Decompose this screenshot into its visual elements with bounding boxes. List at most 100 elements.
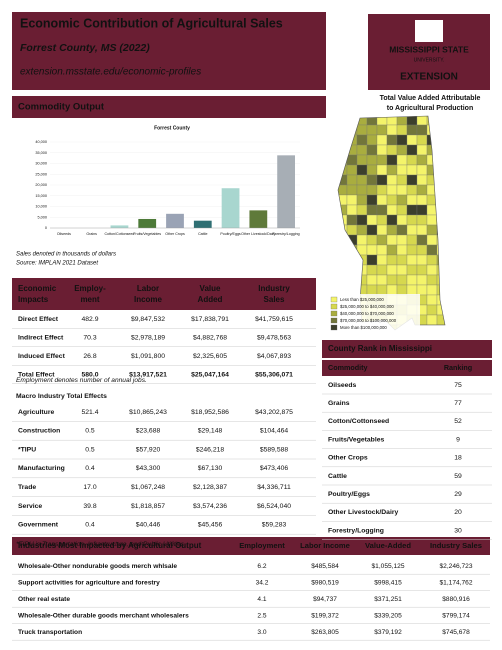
table-cell: Trade [18,484,36,491]
table-cell: $473,406 [260,465,289,472]
legend-label: $25,000,000 to $40,000,000 [340,304,394,309]
county [366,134,378,146]
county [356,124,368,136]
table-cell: $18,952,586 [191,409,229,416]
table-cell: $43,202,875 [255,409,293,416]
column-header: Labor Income [300,541,350,550]
x-tick-label: Oilseeds [57,232,71,236]
county [356,184,368,196]
county [386,214,398,226]
county [426,304,438,316]
county [376,284,388,296]
table-cell: Induced Effect [18,353,66,360]
x-tick-label: Other Crops [165,232,185,236]
x-tick-label: Cattle [198,232,207,236]
table-cell: 6.2 [257,563,266,570]
table-cell: $4,336,711 [257,484,291,491]
y-tick-label: 35,000 [35,151,47,155]
county [416,214,428,226]
county [376,144,388,156]
table-cell: 52 [454,418,462,425]
table-cell: $199,372 [311,612,339,619]
table-cell: $9,478,563 [257,334,291,341]
county [366,234,378,246]
county [406,234,418,246]
county [416,284,428,296]
county [386,184,398,196]
table-cell: 77 [454,400,462,407]
table-cell: $371,251 [374,596,402,603]
county [346,154,358,166]
county [406,134,418,146]
table-cell: 34.2 [256,579,269,586]
table-cell: Forestry/Logging [328,527,384,534]
county [376,224,388,236]
county [406,154,418,166]
county [366,284,378,296]
county [396,134,408,146]
table-cell: Other Livestock/Dairy [328,509,398,516]
table-cell: $13,917,521 [129,371,167,378]
county [416,244,428,256]
legend-swatch [330,296,338,303]
county [396,244,408,256]
county [396,184,408,196]
table-cell: 521.4 [81,409,98,416]
table-cell: 0.4 [85,522,95,529]
county [356,164,368,176]
note: Sales denoted in thousands of dollars [16,252,116,258]
note: Source: IMPLAN 2021 Dataset [16,261,98,267]
column-header: Value-Added [365,541,411,550]
county [376,214,388,226]
county [376,264,388,276]
bar [221,188,240,228]
county [416,224,428,236]
chart-title: Forrest County [154,125,190,131]
note: Employment denotes number of annual jobs… [16,377,147,384]
table-cell: $2,128,387 [193,484,227,491]
county [376,254,388,266]
y-tick-label: 30,000 [35,162,47,166]
county [366,184,378,196]
table-cell: 70.3 [83,334,96,341]
table-cell: Other real estate [18,596,70,603]
column-header: Employment [239,541,285,550]
table-cell: 18 [454,455,462,462]
table-cell: $6,524,040 [257,503,291,510]
county [356,144,368,156]
county [406,164,418,176]
column-header: Income [134,295,163,304]
county [396,124,408,136]
rank-header [322,340,492,358]
table-cell: $41,759,615 [255,316,293,323]
logo-mark [415,20,443,42]
table-cell: Cotton/Cottonseed [328,418,389,425]
county [396,264,408,276]
table-cell: $799,174 [442,612,470,619]
column-header: Ranking [444,363,472,372]
county [356,174,368,186]
table-cell: $980,519 [311,579,339,586]
county [426,224,438,236]
county [386,264,398,276]
table-cell: Other Crops [328,455,368,462]
table-cell: Construction [18,428,60,435]
county [406,214,418,226]
table-cell: Direct Effect [18,316,59,323]
county [416,204,428,216]
county [416,184,428,196]
county [406,184,418,196]
county [426,254,438,266]
bar [193,220,212,228]
table-cell: 39.8 [83,503,96,510]
table-cell: Service [18,503,42,510]
county [426,274,438,286]
county [366,154,378,166]
county [406,124,418,136]
county [396,154,408,166]
county [386,224,398,236]
county [346,224,358,236]
table-cell: $40,446 [136,522,161,529]
table-cell: 29 [454,491,462,498]
table-cell: Oilseeds [328,382,357,389]
